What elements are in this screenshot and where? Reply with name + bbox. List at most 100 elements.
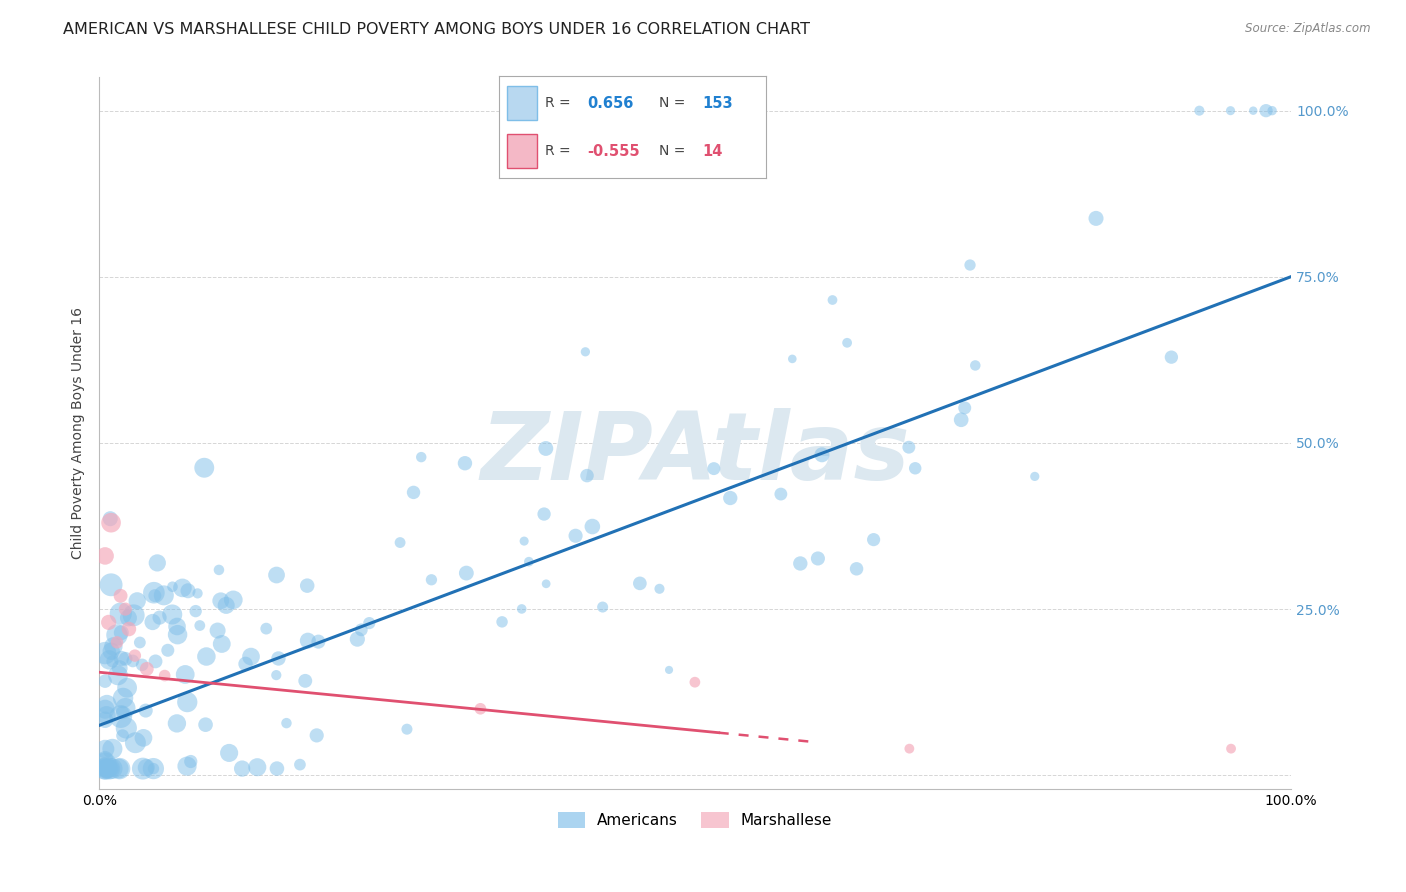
Text: R =: R = [544, 96, 571, 110]
Point [235, 657, 257, 671]
Point [1254, 103, 1277, 118]
Point [211, 637, 233, 651]
Point [845, 562, 868, 576]
Point [131, 657, 153, 672]
Point [897, 440, 920, 454]
Point [153, 588, 176, 602]
Point [513, 534, 536, 549]
Point [454, 456, 477, 470]
Point [115, 681, 138, 695]
Point [254, 622, 277, 636]
Point [124, 648, 146, 663]
Point [862, 533, 884, 547]
Point [782, 351, 804, 366]
Point [297, 633, 319, 648]
Point [581, 519, 603, 533]
Point [420, 573, 443, 587]
Point [266, 568, 288, 582]
Point [491, 615, 513, 629]
Point [114, 602, 136, 616]
Point [112, 690, 135, 705]
Point [456, 566, 478, 580]
Point [218, 746, 240, 760]
Legend: Americans, Marshallese: Americans, Marshallese [551, 806, 838, 834]
Point [574, 344, 596, 359]
Point [100, 762, 122, 776]
Point [94, 713, 117, 727]
Point [107, 762, 129, 776]
Point [143, 589, 166, 603]
Point [533, 507, 555, 521]
Point [209, 594, 232, 608]
Point [276, 716, 298, 731]
Point [648, 582, 671, 596]
Point [142, 762, 165, 776]
Point [174, 667, 197, 681]
Point [188, 618, 211, 632]
Point [111, 706, 134, 720]
Point [96, 698, 118, 712]
Point [811, 448, 834, 462]
Point [100, 578, 122, 592]
Point [402, 485, 425, 500]
Point [389, 535, 412, 549]
Point [121, 654, 143, 668]
Text: N =: N = [659, 145, 686, 158]
Point [98, 762, 121, 776]
Bar [508, 87, 537, 120]
Point [1220, 741, 1243, 756]
Point [898, 741, 921, 756]
Point [658, 663, 681, 677]
Point [117, 611, 139, 625]
Point [145, 654, 167, 668]
Point [305, 728, 328, 742]
Bar [508, 135, 537, 168]
Point [184, 604, 207, 618]
Point [564, 529, 586, 543]
Point [101, 762, 124, 776]
Point [950, 413, 973, 427]
Point [187, 586, 209, 600]
Point [97, 762, 120, 776]
Point [592, 600, 614, 615]
Point [703, 461, 725, 475]
Point [97, 615, 120, 630]
Point [115, 721, 138, 735]
Point [94, 646, 117, 660]
Point [98, 653, 121, 667]
Point [517, 555, 540, 569]
Point [97, 762, 120, 776]
Point [110, 709, 132, 723]
Y-axis label: Child Poverty Among Boys Under 16: Child Poverty Among Boys Under 16 [72, 307, 86, 559]
Text: 0.656: 0.656 [588, 95, 634, 111]
Point [94, 762, 117, 776]
Point [128, 635, 150, 649]
Point [142, 615, 165, 629]
Point [114, 652, 136, 666]
Point [470, 702, 492, 716]
Point [94, 752, 117, 766]
Point [118, 622, 141, 636]
Point [176, 695, 198, 709]
Point [769, 487, 792, 501]
Point [194, 717, 217, 731]
Point [94, 762, 117, 776]
Point [94, 762, 117, 776]
Point [193, 460, 215, 475]
Point [246, 760, 269, 774]
Point [240, 649, 263, 664]
Point [94, 674, 117, 689]
Point [96, 708, 118, 723]
Point [94, 762, 117, 776]
Point [534, 442, 557, 456]
Point [166, 628, 188, 642]
Point [149, 610, 172, 624]
Point [266, 668, 288, 682]
Point [1261, 103, 1284, 118]
Point [965, 359, 987, 373]
Point [1160, 350, 1182, 364]
Point [718, 491, 741, 505]
Point [1241, 103, 1264, 118]
Point [576, 468, 599, 483]
Point [135, 760, 157, 774]
